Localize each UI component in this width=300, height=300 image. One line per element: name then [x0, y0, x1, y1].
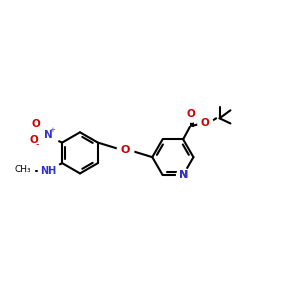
Text: N: N	[44, 130, 53, 140]
Text: O: O	[200, 118, 209, 128]
Text: O: O	[120, 145, 130, 155]
Text: O: O	[29, 135, 38, 145]
Text: N: N	[178, 170, 188, 180]
Text: +: +	[50, 128, 56, 134]
Text: -: -	[35, 139, 39, 149]
Text: N: N	[178, 170, 188, 180]
Text: NH: NH	[40, 166, 57, 176]
Text: CH₃: CH₃	[15, 164, 32, 173]
Text: O: O	[187, 109, 195, 119]
Text: O: O	[31, 119, 40, 129]
